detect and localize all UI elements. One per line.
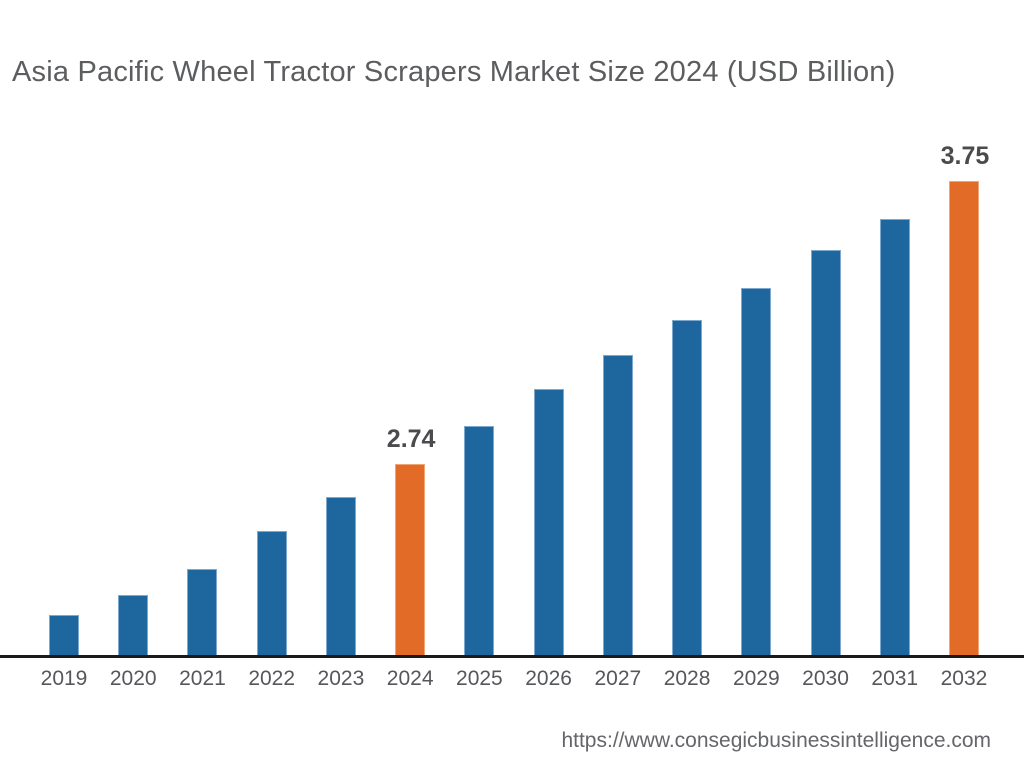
x-axis-line xyxy=(0,655,1024,658)
x-label-2029: 2029 xyxy=(732,667,780,690)
bar-2030 xyxy=(810,250,841,657)
bar-2028 xyxy=(672,320,703,657)
bar-2020 xyxy=(118,595,149,657)
bar-2022 xyxy=(256,531,287,657)
bar-2032 xyxy=(948,181,979,657)
bar-2025 xyxy=(464,426,495,657)
x-label-2028: 2028 xyxy=(663,667,711,690)
x-label-2025: 2025 xyxy=(456,667,503,690)
x-label-2030: 2030 xyxy=(802,667,849,690)
x-label-2022: 2022 xyxy=(248,667,296,690)
source-url: https://www.consegicbusinessintelligence… xyxy=(561,729,991,752)
chart-title: Asia Pacific Wheel Tractor Scrapers Mark… xyxy=(12,56,896,88)
x-label-2031: 2031 xyxy=(871,667,919,690)
x-label-2026: 2026 xyxy=(525,667,572,690)
x-label-2020: 2020 xyxy=(109,667,157,690)
bar-2029 xyxy=(741,288,772,657)
bar-2021 xyxy=(187,569,218,657)
data-label-2032: 3.75 xyxy=(940,142,990,170)
data-label-2024: 2.74 xyxy=(386,425,436,453)
x-label-2019: 2019 xyxy=(40,667,88,690)
x-label-2027: 2027 xyxy=(594,667,642,690)
bar-2031 xyxy=(879,219,910,657)
bar-2023 xyxy=(325,497,356,657)
bar-2024 xyxy=(395,464,426,657)
bar-2026 xyxy=(533,389,564,657)
x-label-2032: 2032 xyxy=(940,667,988,690)
x-label-2021: 2021 xyxy=(179,667,226,690)
x-label-2023: 2023 xyxy=(317,667,365,690)
bar-2027 xyxy=(602,355,633,657)
x-label-2024: 2024 xyxy=(386,667,434,690)
bar-2019 xyxy=(49,615,79,657)
